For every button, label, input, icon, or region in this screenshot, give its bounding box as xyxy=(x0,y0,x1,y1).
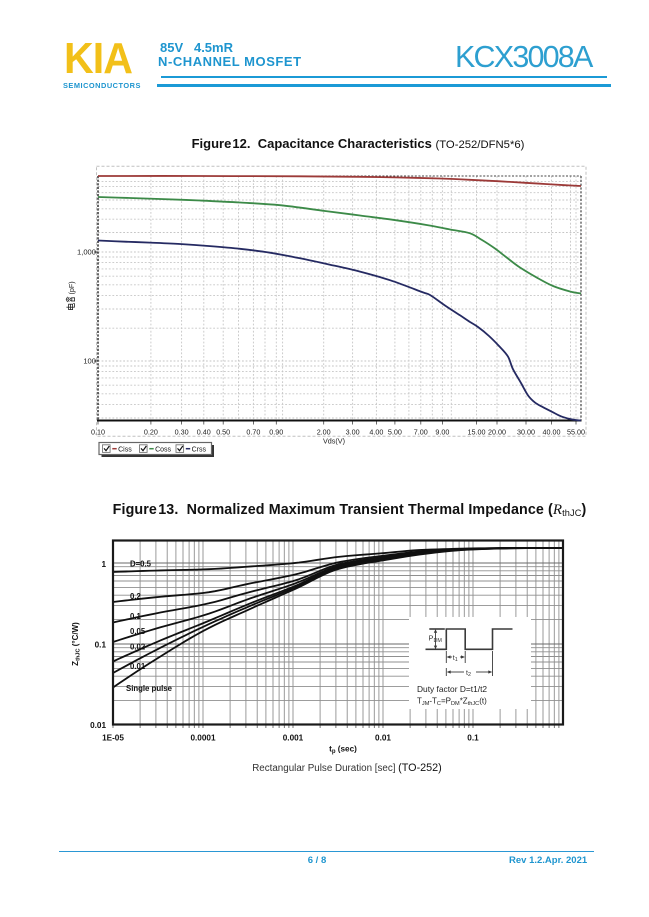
svg-text:0.1: 0.1 xyxy=(130,612,142,621)
svg-text:1: 1 xyxy=(101,560,106,569)
svg-text:30.00: 30.00 xyxy=(517,428,535,437)
svg-text:Single pulse: Single pulse xyxy=(126,684,173,693)
svg-text:Duty factor D=t1/t2: Duty factor D=t1/t2 xyxy=(417,684,487,694)
svg-text:4.00: 4.00 xyxy=(369,428,383,437)
svg-text:0.01: 0.01 xyxy=(130,662,146,671)
svg-text:0.30: 0.30 xyxy=(175,428,189,437)
svg-text:Ciss: Ciss xyxy=(118,447,132,454)
svg-text:TJM-TC=PDM*ZthJC(t): TJM-TC=PDM*ZthJC(t) xyxy=(417,697,487,707)
svg-text:0.001: 0.001 xyxy=(283,734,304,743)
svg-text:t2: t2 xyxy=(466,670,471,678)
svg-text:0.0001: 0.0001 xyxy=(190,734,215,743)
svg-text:0.1: 0.1 xyxy=(467,734,479,743)
svg-text:9.00: 9.00 xyxy=(435,428,449,437)
svg-text:0.05: 0.05 xyxy=(130,627,146,636)
svg-text:0.50: 0.50 xyxy=(216,428,230,437)
svg-text:55.00: 55.00 xyxy=(567,428,585,437)
svg-text:Vds(V): Vds(V) xyxy=(323,437,345,446)
svg-text:ZthJC (°C/W): ZthJC (°C/W) xyxy=(71,622,82,666)
svg-text:3.00: 3.00 xyxy=(346,428,360,437)
svg-text:Crss: Crss xyxy=(192,447,207,454)
svg-text:0.90: 0.90 xyxy=(269,428,283,437)
svg-text:1,000: 1,000 xyxy=(77,248,96,257)
svg-text:0.20: 0.20 xyxy=(144,428,158,437)
svg-text:0.02: 0.02 xyxy=(130,643,146,652)
svg-text:0.2: 0.2 xyxy=(130,592,142,601)
svg-text:5.00: 5.00 xyxy=(388,428,402,437)
svg-text:0.01: 0.01 xyxy=(375,734,391,743)
svg-text:1E-05: 1E-05 xyxy=(102,734,124,743)
svg-text:0.1: 0.1 xyxy=(95,641,107,650)
svg-text:20.00: 20.00 xyxy=(488,428,506,437)
svg-text:tp (sec): tp (sec) xyxy=(329,745,357,756)
svg-text:0.10: 0.10 xyxy=(91,428,105,437)
svg-text:t1: t1 xyxy=(453,655,458,663)
svg-text:7.00: 7.00 xyxy=(414,428,428,437)
svg-text:0.01: 0.01 xyxy=(90,721,106,730)
svg-text:D=0.5: D=0.5 xyxy=(130,560,152,569)
svg-text:15.00: 15.00 xyxy=(468,428,486,437)
svg-text:Coss: Coss xyxy=(155,447,171,454)
svg-text:2.00: 2.00 xyxy=(317,428,331,437)
svg-text:0.40: 0.40 xyxy=(197,428,211,437)
svg-text:100: 100 xyxy=(83,357,96,366)
svg-text:PDM: PDM xyxy=(429,634,443,644)
svg-text:0.70: 0.70 xyxy=(246,428,260,437)
svg-text:(pF): (pF) xyxy=(67,281,76,294)
svg-text:40.00: 40.00 xyxy=(543,428,561,437)
